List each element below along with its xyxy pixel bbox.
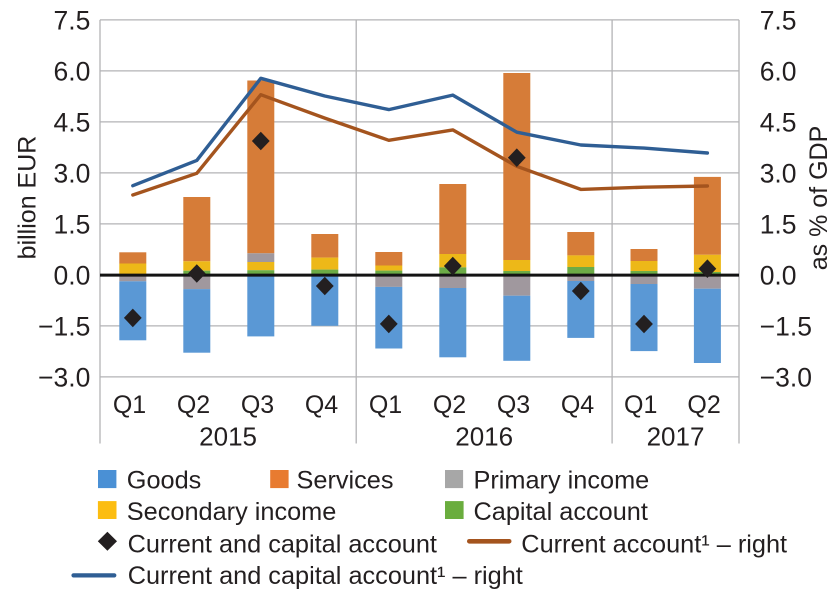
svg-text:2016: 2016: [455, 422, 513, 452]
svg-text:−3.0: −3.0: [760, 363, 812, 393]
svg-text:Q1: Q1: [624, 391, 657, 419]
svg-text:0.0: 0.0: [760, 261, 797, 291]
svg-text:6.0: 6.0: [760, 57, 797, 87]
svg-text:Secondary income: Secondary income: [127, 498, 337, 526]
svg-text:Q4: Q4: [305, 391, 338, 419]
svg-text:4.5: 4.5: [760, 108, 797, 138]
svg-text:2017: 2017: [647, 422, 705, 452]
svg-text:Q2: Q2: [433, 391, 466, 419]
svg-text:3.0: 3.0: [54, 159, 91, 189]
svg-text:Q3: Q3: [497, 391, 530, 419]
svg-text:−3.0: −3.0: [38, 363, 90, 393]
svg-text:Capital account: Capital account: [474, 498, 648, 526]
svg-text:6.0: 6.0: [54, 57, 91, 87]
svg-text:Current and capital account¹ –: Current and capital account¹ – right: [128, 562, 523, 590]
svg-text:as % of GDP: as % of GDP: [805, 126, 833, 271]
svg-text:4.5: 4.5: [54, 108, 91, 138]
svg-text:7.5: 7.5: [54, 6, 91, 36]
svg-text:Q3: Q3: [241, 391, 274, 419]
svg-text:−1.5: −1.5: [760, 312, 812, 342]
svg-text:3.0: 3.0: [760, 159, 797, 189]
svg-text:Q1: Q1: [369, 391, 402, 419]
svg-text:Current account¹ – right: Current account¹ – right: [521, 531, 787, 559]
svg-text:0.0: 0.0: [54, 261, 91, 291]
svg-text:−1.5: −1.5: [38, 312, 90, 342]
svg-text:Primary income: Primary income: [474, 466, 650, 494]
svg-text:Current and capital account: Current and capital account: [128, 531, 437, 559]
svg-text:billion EUR: billion EUR: [14, 136, 42, 260]
svg-text:Q4: Q4: [561, 391, 594, 419]
svg-text:2015: 2015: [199, 422, 257, 452]
svg-text:7.5: 7.5: [760, 6, 797, 36]
svg-text:1.5: 1.5: [54, 210, 91, 240]
svg-text:Services: Services: [297, 466, 394, 494]
svg-text:Q2: Q2: [177, 391, 210, 419]
svg-text:1.5: 1.5: [760, 210, 797, 240]
svg-text:Q2: Q2: [687, 391, 720, 419]
svg-text:Goods: Goods: [127, 466, 202, 494]
svg-text:Q1: Q1: [113, 391, 146, 419]
